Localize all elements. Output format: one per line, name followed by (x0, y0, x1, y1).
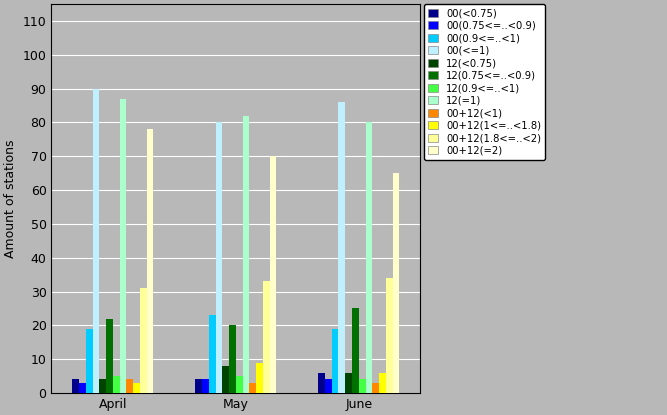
Bar (229, 325, 236, 393)
Bar (209, 315, 215, 393)
Bar (215, 122, 222, 393)
Bar (331, 329, 338, 393)
Bar (127, 379, 133, 393)
Y-axis label: Amount of stations: Amount of stations (4, 139, 17, 258)
Bar (393, 173, 400, 393)
Bar (195, 379, 202, 393)
Bar (86, 329, 93, 393)
Bar (263, 281, 269, 393)
Bar (202, 379, 209, 393)
Bar (106, 319, 113, 393)
Bar (269, 156, 276, 393)
Bar (359, 379, 366, 393)
Bar (113, 376, 119, 393)
Bar (372, 383, 379, 393)
Legend: 00(<0.75), 00(0.75<=..<0.9), 00(0.9<=..<1), 00(<=1), 12(<0.75), 12(0.75<=..<0.9): 00(<0.75), 00(0.75<=..<0.9), 00(0.9<=..<… (424, 4, 545, 160)
Bar (379, 373, 386, 393)
Bar (243, 116, 249, 393)
Bar (119, 99, 127, 393)
Bar (338, 102, 346, 393)
Bar (147, 129, 153, 393)
Bar (133, 383, 140, 393)
Bar (222, 366, 229, 393)
Bar (72, 379, 79, 393)
Bar (99, 379, 106, 393)
Bar (140, 288, 147, 393)
Bar (366, 122, 372, 393)
Bar (352, 308, 359, 393)
Bar (249, 383, 256, 393)
Bar (386, 278, 393, 393)
Bar (318, 373, 325, 393)
Bar (79, 383, 86, 393)
Bar (346, 373, 352, 393)
Bar (93, 89, 99, 393)
Bar (256, 363, 263, 393)
Bar (236, 376, 243, 393)
Bar (325, 379, 331, 393)
